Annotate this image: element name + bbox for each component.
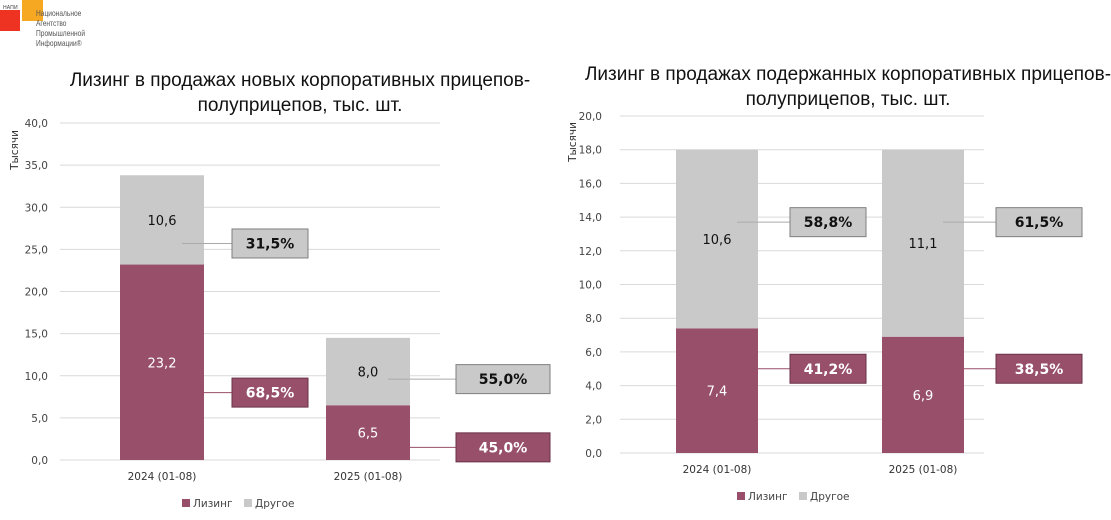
logo-red-square: [0, 10, 20, 31]
share-box-other: [455, 364, 551, 395]
share-label-other: 61,5%: [1015, 215, 1064, 231]
y-tick-label: 20,0: [579, 111, 602, 123]
y-tick-label: 10,0: [579, 280, 602, 292]
legend-label-other: Другое: [810, 491, 849, 503]
logo-line-2: Агентство: [36, 18, 67, 28]
legend-label-leasing: Лизинг: [748, 491, 788, 503]
share-label-other: 58,8%: [804, 215, 853, 231]
bar-leasing: [882, 336, 964, 453]
y-tick-label: 20,0: [25, 287, 48, 299]
logo-text: Национальное Агентство Промышленной Инфо…: [36, 8, 85, 48]
share-box-leasing: [995, 353, 1083, 384]
chart-title-line-1: Лизинг в продажах новых корпоративных пр…: [70, 70, 530, 91]
value-label-other: 10,6: [148, 214, 177, 229]
share-box-leasing: [455, 432, 551, 463]
y-tick-label: 5,0: [31, 413, 48, 425]
logo-abbr: НАПИ: [3, 5, 18, 11]
share-box-other: [995, 207, 1083, 238]
x-category-label: 2025 (01-08): [889, 464, 958, 476]
share-box-leasing: [789, 353, 867, 384]
y-tick-label: 12,0: [579, 246, 602, 258]
bar-leasing: [120, 264, 204, 460]
y-axis-label: Тысячи: [9, 130, 21, 171]
logo-line-1: Национальное: [36, 8, 82, 18]
chart-used-trailers: Лизинг в продажах подержанных корпоратив…: [567, 64, 1111, 503]
legend-label-other: Другое: [255, 498, 294, 510]
chart-new-trailers: Лизинг в продажах новых корпоративных пр…: [9, 70, 551, 510]
y-tick-label: 25,0: [25, 244, 48, 256]
y-tick-label: 18,0: [579, 145, 602, 157]
logo-line-3: Промышленной: [36, 28, 86, 38]
legend-swatch-leasing: [737, 492, 745, 500]
y-tick-label: 10,0: [25, 371, 48, 383]
x-category-label: 2024 (01-08): [683, 464, 752, 476]
value-label-leasing: 6,9: [913, 389, 934, 404]
share-box-leasing: [231, 377, 309, 408]
value-label-leasing: 7,4: [707, 385, 728, 400]
share-label-other: 55,0%: [479, 372, 528, 388]
logo-orange-square: [22, 0, 43, 21]
y-tick-label: 35,0: [25, 160, 48, 172]
y-tick-label: 30,0: [25, 202, 48, 214]
value-label-other: 11,1: [909, 237, 938, 252]
y-tick-label: 0,0: [31, 455, 48, 467]
legend-swatch-leasing: [182, 499, 190, 507]
x-category-label: 2025 (01-08): [334, 471, 403, 483]
share-label-leasing: 45,0%: [479, 440, 528, 456]
bar-other: [326, 337, 410, 406]
y-tick-label: 4,0: [585, 381, 602, 393]
share-label-other: 31,5%: [246, 236, 295, 252]
share-label-leasing: 68,5%: [246, 386, 295, 402]
y-axis-label: Тысячи: [567, 122, 579, 163]
share-label-leasing: 38,5%: [1015, 362, 1064, 378]
chart-title-line-1: Лизинг в продажах подержанных корпоратив…: [585, 64, 1111, 85]
y-tick-label: 16,0: [579, 178, 602, 190]
legend-label-leasing: Лизинг: [193, 498, 233, 510]
y-tick-label: 8,0: [585, 313, 602, 325]
legend-swatch-other: [244, 499, 252, 507]
bar-other: [676, 149, 758, 329]
value-label-leasing: 23,2: [148, 356, 177, 371]
value-label-leasing: 6,5: [358, 427, 379, 442]
legend-swatch-other: [799, 492, 807, 500]
value-label-other: 10,6: [703, 233, 732, 248]
chart-title-line-2: полуприцепов, тыс. шт.: [198, 95, 403, 116]
logo-line-4: Информации®: [36, 38, 82, 48]
y-tick-label: 14,0: [579, 212, 602, 224]
bar-other: [120, 175, 204, 265]
bar-leasing: [676, 328, 758, 453]
y-tick-label: 0,0: [585, 448, 602, 460]
share-box-other: [789, 207, 867, 238]
y-tick-label: 15,0: [25, 329, 48, 341]
y-tick-label: 6,0: [585, 347, 602, 359]
napi-logo: НАПИ Национальное Агентство Промышленной…: [0, 0, 120, 56]
x-category-label: 2024 (01-08): [128, 471, 197, 483]
y-tick-label: 2,0: [585, 414, 602, 426]
share-label-leasing: 41,2%: [804, 362, 853, 378]
bar-other: [882, 149, 964, 337]
chart-title-line-2: полуприцепов, тыс. шт.: [746, 89, 951, 110]
y-tick-label: 40,0: [25, 118, 48, 130]
value-label-other: 8,0: [358, 366, 379, 381]
share-box-other: [231, 228, 309, 259]
bar-leasing: [326, 405, 410, 460]
